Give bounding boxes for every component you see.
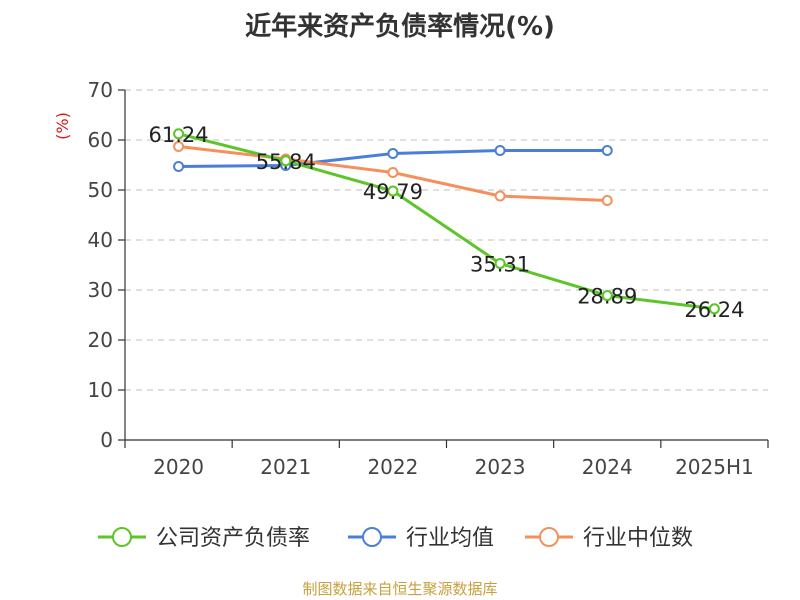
legend-marker-2 (539, 527, 559, 547)
y-tick-label-50: 50 (88, 178, 113, 202)
series-1-point-3[interactable] (494, 145, 506, 156)
legend-item-2[interactable]: 行业中位数 (525, 526, 693, 551)
y-tick-label-70: 70 (88, 78, 113, 102)
y-tick-label-0: 0 (100, 428, 113, 452)
series-0-point-0[interactable] (173, 128, 185, 140)
data-label-0: 61.24 (149, 123, 209, 147)
data-label-5: 26.24 (684, 298, 744, 322)
y-tick-label-30: 30 (88, 278, 113, 302)
series-line-0 (178, 132, 715, 311)
series-0-point-3[interactable] (494, 257, 506, 269)
series-0-point-1[interactable] (280, 155, 292, 167)
series-lines (173, 128, 720, 315)
series-0-point-2[interactable] (387, 185, 399, 197)
series-0 (173, 128, 720, 315)
y-tick-label-40: 40 (88, 228, 113, 252)
x-tick-label-2024: 2024 (582, 455, 633, 479)
legend-item-0[interactable]: 公司资产负债率 (98, 526, 310, 551)
legend[interactable]: 公司资产负债率 行业均值 行业中位数 (98, 526, 693, 551)
series-2-point-3[interactable] (494, 190, 506, 202)
series-0-point-4[interactable] (601, 290, 613, 302)
series-0-point-5[interactable] (708, 303, 720, 315)
y-tick-label-10: 10 (88, 378, 113, 402)
data-labels: 61.24 55.84 49.79 35.31 28.89 26.24 (149, 123, 745, 322)
series-2-point-0[interactable] (173, 141, 185, 152)
source-note: 制图数据来自恒生聚源数据库 (302, 580, 498, 598)
data-label-3: 35.31 (470, 252, 530, 276)
axes: 0 10 20 30 40 50 60 70 2020 2021 2022 2023 2024 2025H… (88, 78, 769, 479)
series-2-point-2[interactable] (387, 167, 399, 178)
series-1 (173, 145, 613, 172)
legend-label-1: 行业均值 (406, 526, 494, 551)
y-tick-label-60: 60 (88, 128, 113, 152)
series-1-point-0[interactable] (173, 161, 185, 172)
x-tick-label-2023: 2023 (475, 455, 526, 479)
x-tick-label-2025H1: 2025H1 (675, 455, 754, 479)
series-1-point-4[interactable] (601, 145, 613, 156)
data-label-2: 49.79 (363, 180, 423, 204)
chart-title: 近年来资产负债率情况(%) (245, 12, 555, 42)
grid-lines (125, 89, 768, 391)
y-tick-label-20: 20 (88, 328, 113, 352)
y-axis-unit-label: (%) (53, 112, 72, 140)
data-label-4: 28.89 (577, 285, 637, 309)
x-tick-label-2022: 2022 (367, 455, 418, 479)
x-tick-label-2020: 2020 (153, 455, 204, 479)
legend-item-1[interactable]: 行业均值 (348, 526, 494, 551)
legend-label-0: 公司资产负债率 (156, 526, 310, 551)
x-tick-label-2021: 2021 (260, 455, 311, 479)
data-label-1: 55.84 (256, 150, 316, 174)
legend-label-2: 行业中位数 (583, 526, 693, 551)
series-1-point-2[interactable] (387, 148, 399, 159)
legend-marker-0 (112, 527, 132, 547)
series-2-point-4[interactable] (601, 195, 613, 206)
legend-marker-1 (362, 527, 382, 547)
